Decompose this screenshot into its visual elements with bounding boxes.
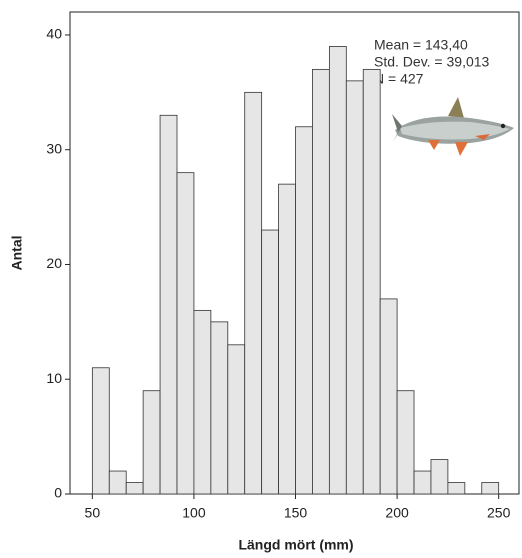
bar [312,69,329,494]
x-tick-label: 250 [487,505,511,521]
x-tick-label: 150 [284,505,308,521]
y-tick-label: 30 [46,140,62,156]
y-tick-label: 20 [46,255,62,271]
bar [482,483,499,494]
x-tick-label: 50 [85,505,101,521]
bar [211,322,228,494]
bar [397,391,414,494]
bar [92,368,109,494]
x-axis-title: Längd mört (mm) [238,537,353,553]
x-tick-label: 100 [182,505,206,521]
bar [143,391,160,494]
bar [414,471,431,494]
bar [431,460,448,494]
annotation: Mean = 143,40 [374,37,468,53]
bar [126,483,143,494]
bar [296,127,313,494]
y-axis-title: Antal [9,236,25,271]
y-tick-label: 0 [54,485,62,501]
chart: Längd mört (mm) Antal Mean = 143,40 Std.… [0,0,522,558]
annotation: Std. Dev. = 39,013 [374,54,490,70]
x-tick-label: 200 [385,505,409,521]
bar [279,184,296,494]
bar [329,46,346,494]
bar [245,92,262,494]
bar [177,173,194,494]
bar [160,115,177,494]
bar [228,345,245,494]
y-tick-label: 40 [46,26,62,42]
bar [380,299,397,494]
bar [346,81,363,494]
annotation: N = 427 [374,71,424,87]
y-tick-label: 10 [46,370,62,386]
bar [109,471,126,494]
bar [262,230,279,494]
bar [194,310,211,494]
bar [363,69,380,494]
bar [448,483,465,494]
